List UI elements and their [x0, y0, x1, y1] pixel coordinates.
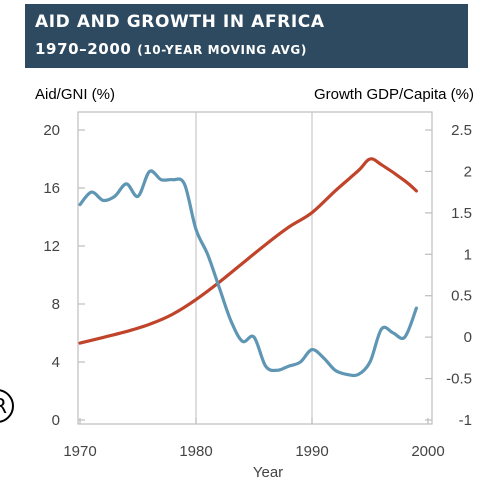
chart-subtitle-note: (10-YEAR MOVING AVG): [137, 43, 307, 57]
left-tick-label: 20: [43, 122, 60, 139]
chart-subtitle: 1970–2000 (10-YEAR MOVING AVG): [35, 38, 458, 61]
x-tick-label: 1970: [63, 443, 96, 460]
right-tick-label: 1: [464, 246, 472, 263]
x-tick-label: 2000: [411, 443, 444, 460]
right-tick-label: 2: [464, 163, 472, 180]
x-tick-label: 1990: [295, 443, 328, 460]
growth-gdp-series-line: [78, 169, 418, 378]
right-tick-label: 1.5: [451, 205, 472, 222]
left-tick-label: 8: [52, 296, 60, 313]
plot-area-border: [77, 111, 433, 425]
right-tick-label: -1: [459, 412, 472, 429]
right-tick-label: 2.5: [451, 122, 472, 139]
right-tick-label: -0.5: [446, 371, 472, 388]
x-tick-label: 1980: [179, 443, 212, 460]
left-tick-label: 16: [43, 180, 60, 197]
chart-subtitle-years: 1970–2000: [35, 40, 132, 58]
right-tick-label: 0: [464, 329, 472, 346]
left-tick-label: 0: [52, 412, 60, 429]
left-tick-label: 12: [43, 238, 60, 255]
left-axis-title: Aid/GNI (%): [35, 86, 116, 103]
aid-gni-series-line: [78, 157, 418, 345]
chart-title: AID AND GROWTH IN AFRICA: [35, 12, 325, 32]
right-tick-label: 0.5: [451, 288, 472, 305]
left-tick-label: 4: [52, 354, 60, 371]
x-axis-title: Year: [253, 464, 283, 481]
chart-title-banner: AID AND GROWTH IN AFRICA 1970–2000 (10-Y…: [25, 4, 468, 68]
right-axis-title: Growth GDP/Capita (%): [313, 86, 474, 103]
